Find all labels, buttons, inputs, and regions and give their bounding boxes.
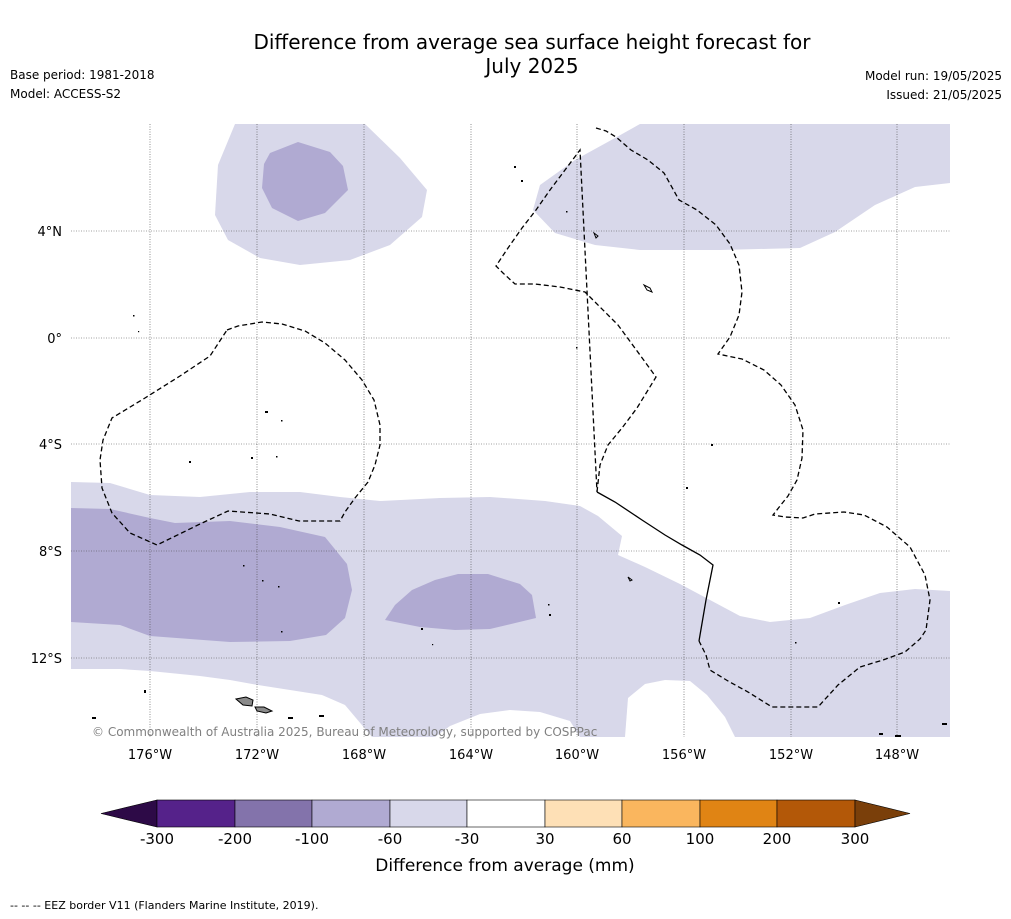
colorbar-bin	[311, 799, 391, 828]
model-name: Model: ACCESS-S2	[10, 87, 122, 101]
samoa-island-upolu	[234, 696, 254, 707]
lat-label: 0°	[47, 332, 62, 347]
latitude-labels: 4°N 0° 4°S 8°S 12°S	[31, 225, 62, 667]
anomaly-region-mid-sw	[71, 508, 352, 642]
lon-label: 164°W	[449, 748, 493, 763]
colorbar-extend-low	[100, 799, 158, 828]
colorbar-tick-label: 100	[686, 830, 715, 848]
colorbar-bin	[621, 799, 701, 828]
eez-border-cook	[596, 491, 714, 642]
lon-label: 176°W	[128, 748, 172, 763]
model-run: Model run: 19/05/2025	[864, 69, 1002, 83]
colorbar-tick-labels: -300 -200 -100 -60 -30 30 60 100 200 300	[140, 830, 869, 848]
colorbar-bin	[389, 799, 468, 828]
copyright-text: © Commonwealth of Australia 2025, Bureau…	[92, 725, 597, 739]
colorbar	[100, 799, 911, 828]
map-title: Difference from average sea surface heig…	[0, 30, 1011, 78]
colorbar-tick-label: -60	[378, 830, 403, 848]
colorbar-bin	[156, 799, 236, 828]
title-line-1: Difference from average sea surface heig…	[253, 30, 811, 54]
colorbar-tick-label: -200	[218, 830, 252, 848]
lon-label: 160°W	[555, 748, 599, 763]
lon-label: 156°W	[662, 748, 706, 763]
title-line-2: July 2025	[485, 54, 579, 78]
lat-label: 12°S	[31, 652, 62, 667]
colorbar-tick-label: 300	[841, 830, 870, 848]
lat-label: 4°S	[39, 438, 62, 453]
lon-label: 168°W	[342, 748, 386, 763]
issued-date: Issued: 21/05/2025	[886, 88, 1002, 102]
footer-eez-note: -- -- -- EEZ border V11 (Flanders Marine…	[10, 899, 319, 912]
colorbar-bin	[776, 799, 856, 828]
colorbar-bin	[466, 799, 546, 828]
colorbar-tick-label: -100	[295, 830, 329, 848]
colorbar-tick-label: 200	[763, 830, 792, 848]
colorbar-title: Difference from average (mm)	[375, 856, 634, 876]
colorbar-bin	[544, 799, 623, 828]
colorbar-bin	[699, 799, 778, 828]
colorbar-extend-high	[854, 799, 911, 828]
shading-layer	[71, 124, 950, 737]
islets	[92, 166, 947, 737]
colorbar-tick-label: 60	[612, 830, 631, 848]
meta-right: Model run: 19/05/2025 Issued: 21/05/2025	[865, 67, 1002, 105]
base-period: Base period: 1981-2018	[10, 68, 155, 82]
lon-label: 152°W	[769, 748, 813, 763]
lon-label: 148°W	[875, 748, 919, 763]
colorbar-tick-label: -30	[455, 830, 480, 848]
lon-label: 172°W	[235, 748, 279, 763]
graticule	[71, 124, 950, 737]
meta-left: Base period: 1981-2018 Model: ACCESS-S2	[10, 66, 155, 104]
anomaly-region-light-ne	[533, 124, 950, 250]
lat-label: 8°S	[39, 545, 62, 560]
colorbar-bin	[234, 799, 313, 828]
colorbar-tick-label: 30	[535, 830, 554, 848]
anomaly-region-mid-central	[385, 574, 536, 630]
longitude-labels: 176°W 172°W 168°W 164°W 160°W 156°W 152°W 148°W	[128, 748, 919, 763]
lat-label: 4°N	[38, 225, 63, 240]
islands	[92, 166, 947, 737]
colorbar-tick-label: -300	[140, 830, 174, 848]
eez-borders	[99, 127, 931, 708]
island-small	[592, 231, 654, 582]
eez-border-samoa-tokelau	[99, 321, 381, 546]
eez-border-cook-dashed	[495, 148, 657, 493]
anomaly-region-mid-nw	[262, 142, 348, 221]
samoa-island-savaii	[254, 706, 274, 714]
